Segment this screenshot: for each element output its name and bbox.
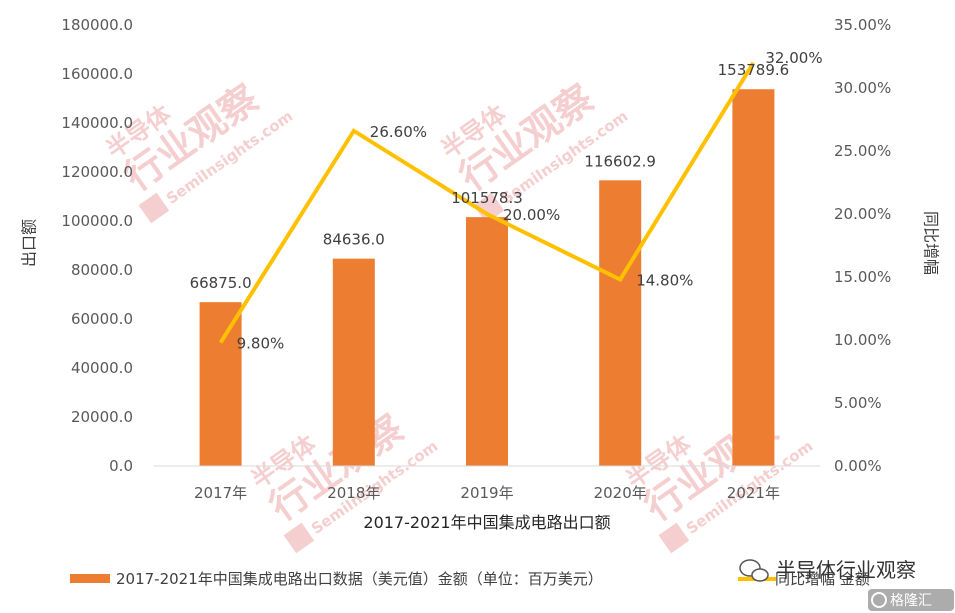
y2-axis-title: 同比增幅 <box>922 211 941 275</box>
x-tick-label: 2020年 <box>594 484 647 502</box>
y-tick-label: 120000.0 <box>61 163 133 181</box>
y-axis-left-ticks: 0.0 20000.0 40000.0 60000.0 80000.0 100000.0 1… <box>61 16 133 475</box>
line-data-label: 14.80% <box>636 272 693 290</box>
line-data-label: 9.80% <box>237 335 285 353</box>
line-data-label: 32.00% <box>765 49 822 67</box>
y2-tick-label: 35.00% <box>834 16 891 34</box>
y-tick-label: 40000.0 <box>71 359 133 377</box>
bar-series <box>199 89 775 467</box>
wechat-brand: 半导体行业观察 <box>739 558 916 582</box>
line-data-label: 20.00% <box>503 206 560 224</box>
x-tick-label: 2019年 <box>460 484 513 502</box>
corner-logo: 格隆汇 <box>868 589 954 611</box>
watermark-logo-icon <box>138 192 170 224</box>
y-tick-label: 60000.0 <box>71 310 133 328</box>
y-tick-label: 0.0 <box>109 457 133 475</box>
y-axis-title: 出口额 <box>20 219 39 267</box>
y-tick-label: 20000.0 <box>71 408 133 426</box>
x-tick-label: 2021年 <box>727 484 780 502</box>
bar-data-label: 66875.0 <box>190 274 252 292</box>
x-tick-label: 2018年 <box>327 484 380 502</box>
y2-tick-label: 15.00% <box>834 268 891 286</box>
y2-tick-label: 0.00% <box>834 457 882 475</box>
y-tick-label: 180000.0 <box>61 16 133 34</box>
bar <box>732 89 775 466</box>
legend-bar-label: 2017-2021年中国集成电路出口数据（美元值）金额（单位：百万美元） <box>116 570 603 588</box>
bar <box>599 180 642 467</box>
x-tick-label: 2017年 <box>194 484 247 502</box>
legend-bar-swatch <box>70 574 110 583</box>
line-data-label: 26.60% <box>370 123 427 141</box>
growth-line <box>218 61 756 344</box>
bar-data-label: 153789.6 <box>718 61 790 79</box>
bar <box>332 258 375 466</box>
y2-tick-label: 20.00% <box>834 205 891 223</box>
watermark-logo-icon <box>283 522 315 554</box>
line-data-labels: 9.80% 26.60% 20.00% 14.80% 32.00% <box>237 49 823 353</box>
y-tick-label: 140000.0 <box>61 114 133 132</box>
y2-tick-label: 10.00% <box>834 331 891 349</box>
y-tick-label: 160000.0 <box>61 65 133 83</box>
bar-data-label: 84636.0 <box>323 231 385 249</box>
logo-mark-icon <box>871 592 887 608</box>
watermark-logo-icon <box>473 192 505 224</box>
x-axis-ticks: 2017年 2018年 2019年 2020年 2021年 <box>194 484 780 502</box>
bar <box>199 302 242 466</box>
y-tick-label: 100000.0 <box>61 212 133 230</box>
wechat-account-name: 半导体行业观察 <box>776 558 916 582</box>
y2-tick-label: 5.00% <box>834 394 882 412</box>
wechat-icon <box>739 559 769 582</box>
y2-tick-label: 30.00% <box>834 79 891 97</box>
bar-data-label: 101578.3 <box>451 189 523 207</box>
corner-logo-text: 格隆汇 <box>890 593 932 609</box>
bar-data-labels: 66875.0 84636.0 101578.3 116602.9 153789.6 <box>190 61 790 292</box>
y-axis-right-ticks: 0.00% 5.00% 10.00% 15.00% 20.00% 25.00% 30.00%… <box>834 16 891 475</box>
legend-line-label: 同比增幅 金额 <box>775 570 870 588</box>
bar <box>466 217 508 466</box>
watermark-logo-icon <box>658 522 690 554</box>
y-tick-label: 80000.0 <box>71 261 133 279</box>
x-axis-title: 2017-2021年中国集成电路出口额 <box>363 513 610 532</box>
y2-tick-label: 25.00% <box>834 142 891 160</box>
bar-data-label: 116602.9 <box>584 152 656 170</box>
